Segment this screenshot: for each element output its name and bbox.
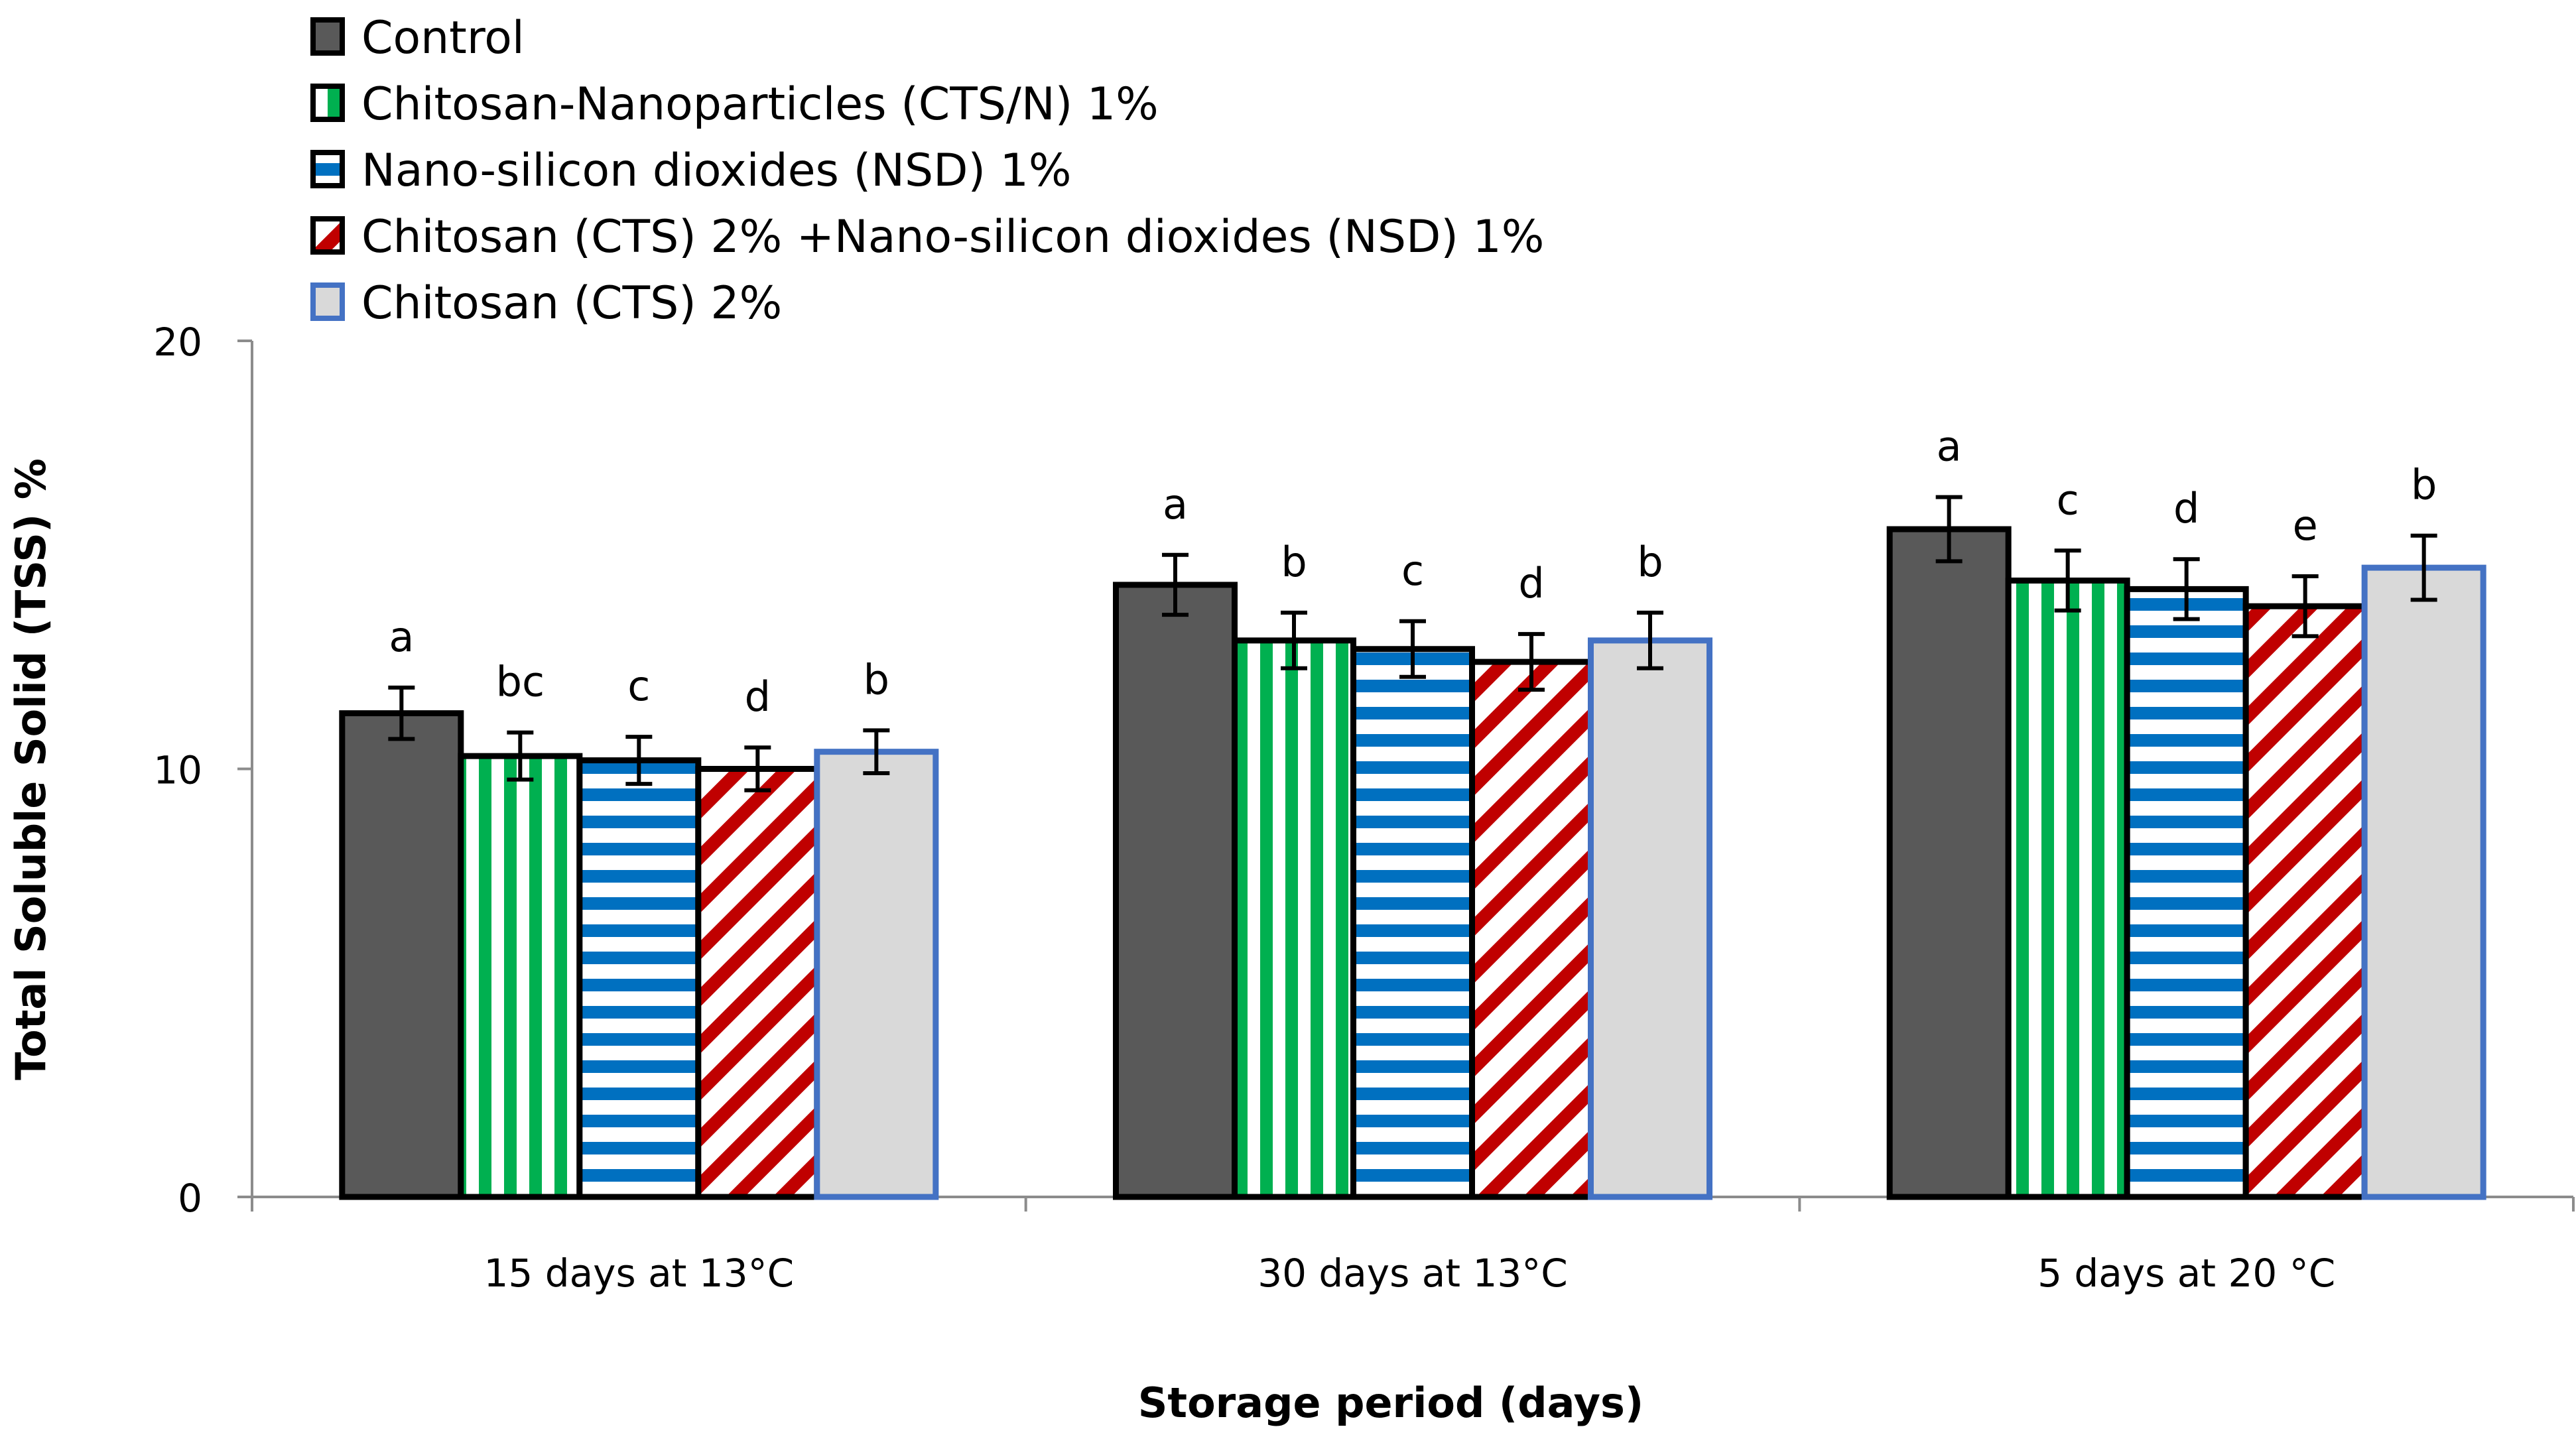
bar [695, 766, 820, 1200]
significance-letter: bc [496, 658, 545, 706]
significance-letter: c [2057, 475, 2079, 524]
legend-swatch [310, 216, 345, 255]
legend-label: Control [361, 12, 525, 64]
bar [339, 710, 464, 1200]
y-tick-label: 20 [153, 320, 202, 365]
bar [1232, 637, 1356, 1200]
bar [2124, 586, 2249, 1200]
x-tick-label: 5 days at 20 °C [2037, 1251, 2335, 1296]
significance-letter: d [1518, 559, 1544, 607]
significance-letter: c [627, 662, 650, 710]
bar [814, 749, 939, 1200]
bar [1588, 637, 1712, 1200]
bar [2361, 564, 2486, 1200]
bar [576, 757, 702, 1200]
significance-letter: b [1637, 538, 1663, 586]
x-tick-label: 30 days at 13°C [1257, 1251, 1568, 1296]
bar [458, 753, 583, 1200]
significance-letter: b [864, 655, 889, 704]
bar [2242, 603, 2368, 1200]
bar [1113, 582, 1238, 1200]
x-axis-label: Storage period (days) [1138, 1379, 1643, 1427]
significance-letter: d [2173, 484, 2199, 532]
legend-label: Nano-silicon dioxides (NSD) 1% [361, 145, 1072, 197]
legend-swatch [310, 84, 345, 122]
bar [1350, 646, 1475, 1200]
significance-letter: a [389, 613, 414, 661]
significance-letter: a [1163, 480, 1188, 529]
axes: 0 10 20 15 days at 13°C 30 days at 13°C 5 day… [153, 320, 2575, 1296]
legend-swatch [310, 17, 345, 56]
y-axis-label: Total Soluble Solid (TSS) % [7, 458, 55, 1080]
bar [1469, 658, 1594, 1200]
x-tick-label: 15 days at 13°C [484, 1251, 795, 1296]
significance-letter: b [1281, 538, 1307, 586]
significance-letter: a [1937, 422, 1962, 471]
y-tick-label: 0 [178, 1176, 202, 1221]
bar [1886, 526, 2012, 1200]
legend-label: Chitosan-Nanoparticles (CTS/N) 1% [361, 78, 1159, 131]
legend-label: Chitosan (CTS) 2% [361, 277, 782, 330]
significance-letter: c [1401, 546, 1424, 595]
bars: abc c d bab c d bac d eb [339, 422, 2486, 1200]
legend-swatch [310, 282, 345, 321]
significance-letter: d [745, 672, 771, 721]
significance-letter: b [2411, 461, 2437, 509]
bar [2005, 577, 2130, 1200]
significance-letter: e [2293, 501, 2318, 550]
legend-swatch [310, 150, 345, 188]
legend: Control Chitosan-Nanoparticles (CTS/N) 1%… [310, 12, 1544, 330]
y-tick-label: 10 [153, 748, 202, 793]
legend-label: Chitosan (CTS) 2% +Nano-silicon dioxides… [361, 211, 1544, 263]
